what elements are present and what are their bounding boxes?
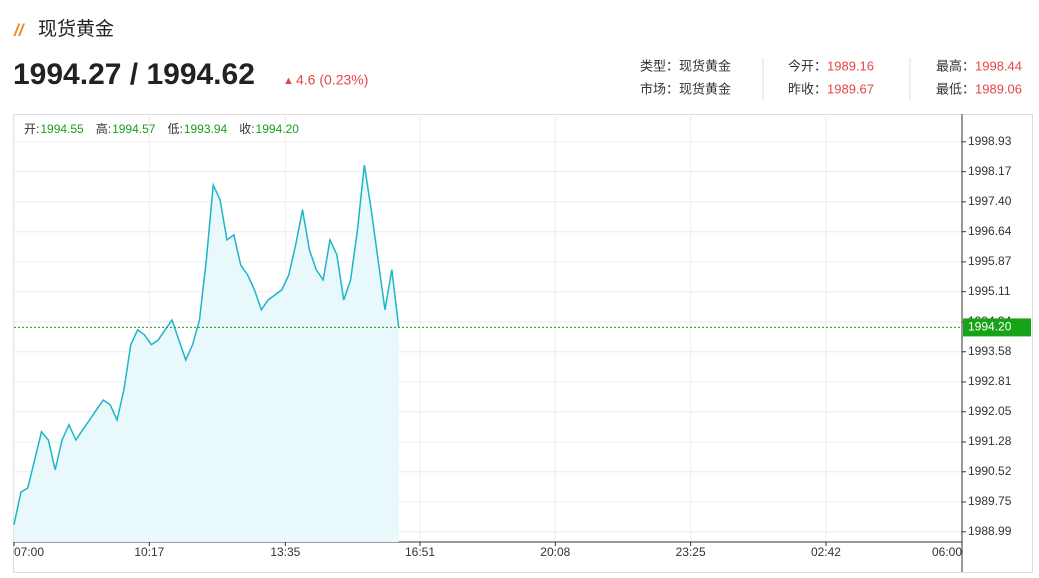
logo-icon: //	[13, 20, 26, 39]
ohlc-value: 1994.55	[40, 122, 84, 136]
y-tick-label: 1992.81	[968, 374, 1012, 388]
y-tick-label: 1990.52	[968, 464, 1012, 478]
info-label: 市场：	[640, 81, 679, 96]
x-tick-label: 13:35	[270, 545, 300, 559]
info-value: 1989.16	[827, 58, 874, 73]
y-tick-label: 1996.64	[968, 224, 1012, 238]
info-label: 今开：	[788, 58, 827, 73]
x-tick-label: 02:42	[811, 545, 841, 559]
ohlc-label: 开:	[24, 122, 39, 136]
info-value: 1989.06	[975, 81, 1022, 96]
info-label: 最低：	[936, 81, 975, 96]
info-label: 昨收：	[788, 81, 827, 96]
ohlc-label: 高:	[96, 121, 111, 136]
y-tick-label: 1993.58	[968, 344, 1012, 358]
info-value: 现货黄金	[679, 58, 731, 73]
y-tick-label: 1989.75	[968, 494, 1012, 508]
info-label: 最高：	[936, 58, 975, 73]
x-tick-label: 23:25	[676, 545, 706, 559]
price-line	[13, 164, 400, 525]
info-value: 1989.67	[827, 81, 874, 96]
ohlc-value: 1993.94	[184, 122, 228, 136]
y-tick-label: 1998.17	[968, 164, 1012, 178]
y-tick-label: 1995.87	[968, 254, 1012, 268]
y-tick-label: 1992.05	[968, 404, 1012, 418]
info-value: 现货黄金	[679, 81, 731, 96]
y-tick-label: 1995.11	[968, 284, 1011, 298]
info-value: 1998.44	[975, 58, 1022, 73]
area-fill	[14, 164, 399, 542]
title: 现货黄金	[38, 18, 114, 40]
ohlc-value: 1994.20	[256, 122, 300, 136]
x-tick-label: 16:51	[405, 545, 435, 559]
ohlc-label: 收:	[239, 122, 254, 136]
y-tick-label: 1988.99	[968, 524, 1012, 538]
x-tick-label: 06:00	[932, 545, 962, 559]
info-label: 类型：	[640, 58, 679, 73]
x-tick-label: 20:08	[540, 545, 570, 559]
ohlc-label: 低:	[167, 122, 182, 136]
x-tick-label: 07:00	[14, 545, 44, 559]
price: 1994.27 / 1994.62	[13, 58, 255, 91]
up-arrow: ▲	[283, 75, 294, 87]
change: 4.6 (0.23%)	[296, 72, 368, 88]
y-tick-label: 1997.40	[968, 194, 1012, 208]
current-price-box	[963, 318, 1031, 337]
y-tick-label: 1998.93	[968, 134, 1012, 148]
y-tick-label: 1991.28	[968, 434, 1012, 448]
current-price-label: 1994.20	[968, 320, 1012, 334]
ohlc-value: 1994.57	[112, 122, 156, 136]
x-tick-label: 10:17	[134, 545, 164, 559]
